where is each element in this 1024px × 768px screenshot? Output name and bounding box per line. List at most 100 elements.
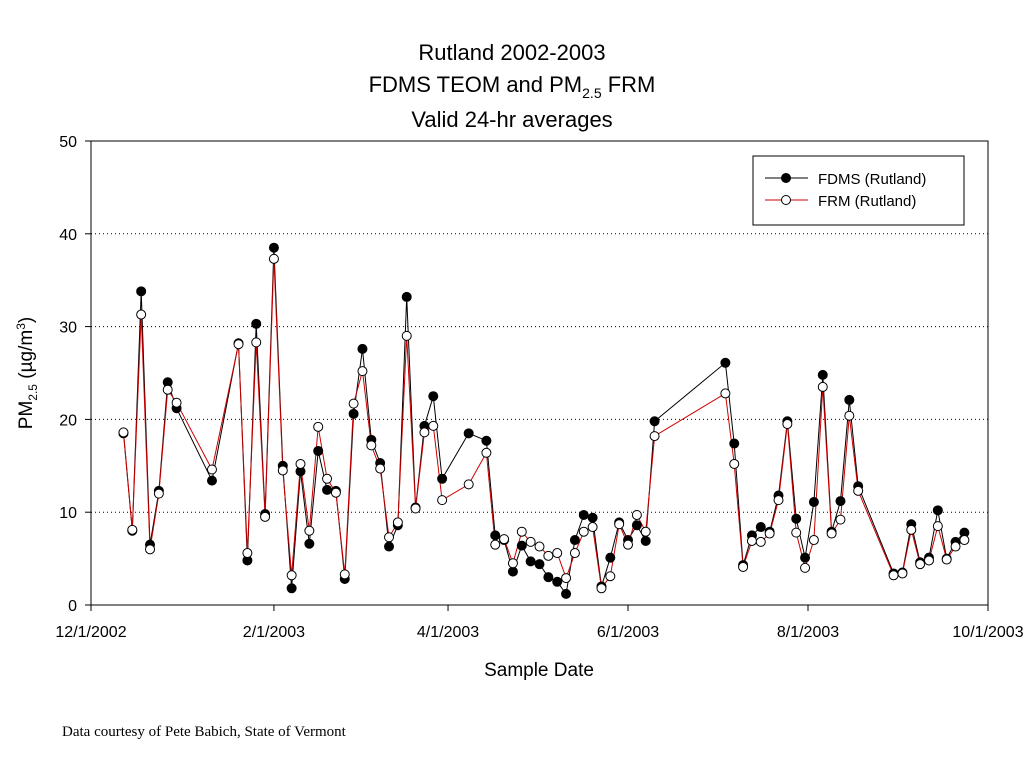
series-line-fdms: [123, 247, 965, 596]
fdms-point: [552, 576, 563, 587]
frm-point: [251, 337, 262, 348]
title-line-2: FDMS TEOM and PM2.5 FRM: [369, 72, 656, 101]
y-tick-label: 50: [59, 134, 77, 151]
frm-point: [375, 463, 386, 474]
fdms-point: [720, 357, 731, 368]
frm-point: [304, 525, 315, 536]
fdms-point: [631, 520, 642, 531]
frm-point: [906, 524, 917, 535]
frm-point: [561, 573, 572, 584]
legend-frm-marker: [781, 195, 791, 205]
x-axis: 12/1/2002 2/1/2003 4/1/2003 6/1/2003 8/1/200…: [55, 605, 1024, 641]
legend: FDMS (Rutland) FRM (Rutland): [752, 155, 965, 226]
frm-point: [640, 526, 651, 537]
frm-point: [605, 571, 616, 582]
fdms-point: [507, 566, 518, 577]
frm-point: [206, 464, 217, 475]
frm-point: [552, 548, 563, 559]
frm-point: [729, 458, 740, 469]
fdms-point: [817, 369, 828, 380]
fdms-point: [490, 530, 501, 541]
frm-point: [401, 330, 412, 341]
y-axis-label-mid: (µg/m: [16, 330, 37, 384]
frm-point: [746, 535, 757, 546]
frm-point: [322, 473, 333, 484]
fdms-point: [561, 588, 572, 599]
fdms-point: [569, 535, 580, 546]
y-axis-label-superscript: 3: [14, 323, 28, 330]
frm-point: [578, 526, 589, 537]
frm-point: [516, 526, 527, 537]
frm-point: [800, 562, 811, 573]
legend-box: [752, 155, 965, 226]
frm-point: [437, 495, 448, 506]
x-tick-label: 12/1/2002: [55, 624, 126, 641]
frm-point: [410, 503, 421, 514]
frm-point: [392, 517, 403, 528]
x-tick-label: 2/1/2003: [243, 624, 305, 641]
fdms-point: [322, 484, 333, 495]
legend-fdms-label: FDMS (Rutland): [818, 171, 926, 188]
frm-point: [543, 550, 554, 561]
frm-point: [844, 410, 855, 421]
fdms-point: [800, 552, 811, 563]
fdms-point: [649, 416, 660, 427]
frm-point: [888, 570, 899, 581]
fdms-point: [516, 540, 527, 551]
fdms-point: [755, 522, 766, 533]
frm-point: [277, 465, 288, 476]
frm-point: [817, 381, 828, 392]
plot-frame: [90, 140, 989, 606]
fdms-point: [835, 496, 846, 507]
title-line-1: Rutland 2002-2003: [418, 40, 605, 65]
frm-point: [614, 519, 625, 530]
series-line-frm: [123, 258, 965, 590]
title-line-2-prefix: FDMS TEOM and PM: [369, 72, 583, 97]
frm-point: [136, 309, 147, 320]
series-lines: [123, 247, 965, 596]
frm-point: [118, 427, 129, 438]
svg-text:PM2.5 (µg/m3): PM2.5 (µg/m3): [14, 317, 40, 429]
frm-point: [791, 527, 802, 538]
legend-fdms-marker: [781, 173, 791, 183]
y-axis-label-prefix: PM: [16, 401, 37, 430]
chart-title: Rutland 2002-2003 FDMS TEOM and PM2.5 FR…: [369, 40, 656, 132]
frm-point: [330, 487, 341, 498]
frm-point: [853, 485, 864, 496]
y-tick-label: 10: [59, 505, 77, 522]
fdms-point: [428, 391, 439, 402]
y-axis-label: PM2.5 (µg/m3): [14, 317, 40, 429]
x-tick-label: 6/1/2003: [597, 624, 659, 641]
fdms-point: [791, 513, 802, 524]
fdms-point: [534, 559, 545, 570]
x-tick-label: 10/1/2003: [952, 624, 1023, 641]
frm-point: [897, 568, 908, 579]
frm-point: [162, 384, 173, 395]
fdms-point: [268, 242, 279, 253]
title-line-2-suffix: FRM: [602, 72, 656, 97]
frm-point: [959, 535, 970, 546]
frm-point: [171, 397, 182, 408]
frm-point: [835, 514, 846, 525]
frm-point: [348, 398, 359, 409]
y-axis-label-suffix: ): [16, 317, 37, 323]
frm-point: [569, 548, 580, 559]
legend-frm-label: FRM (Rutland): [818, 193, 916, 210]
frm-point: [233, 339, 244, 350]
frm-point: [808, 535, 819, 546]
frm-point: [357, 366, 368, 377]
frm-point: [481, 447, 492, 458]
fdms-point: [251, 318, 262, 329]
fdms-point: [313, 445, 324, 456]
fdms-point: [543, 572, 554, 583]
fdms-point: [384, 541, 395, 552]
title-line-3: Valid 24-hr averages: [411, 107, 612, 132]
fdms-point: [605, 552, 616, 563]
frm-point: [463, 479, 474, 490]
fdms-point: [932, 505, 943, 516]
fdms-point: [304, 538, 315, 549]
frm-point: [490, 539, 501, 550]
frm-point: [499, 534, 510, 545]
frm-point: [242, 548, 253, 559]
